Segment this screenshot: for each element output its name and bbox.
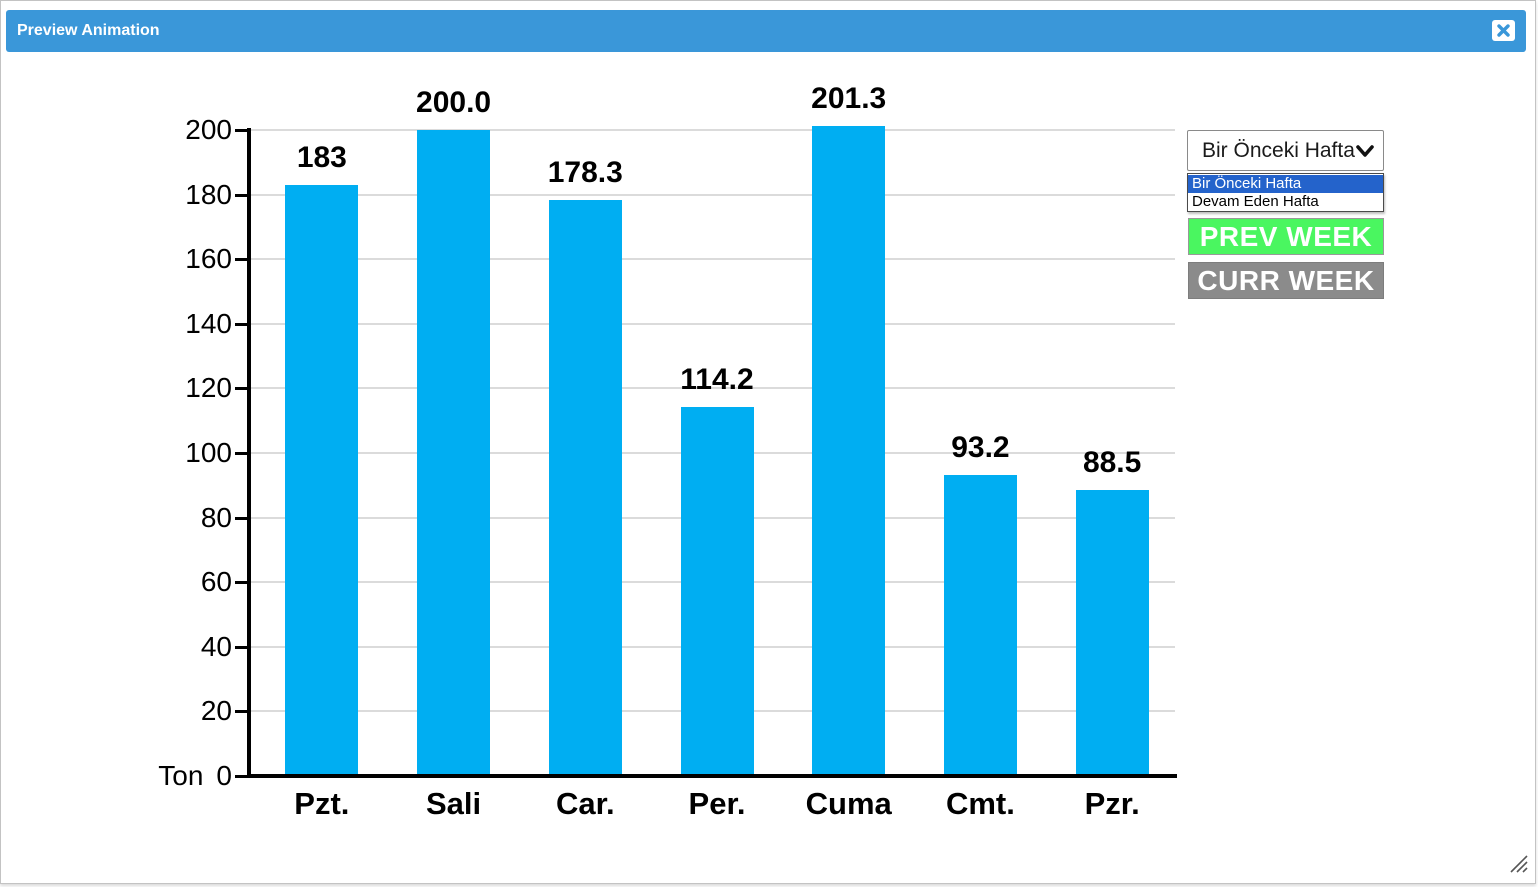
curr-week-button[interactable]: CURR WEEK — [1188, 262, 1384, 299]
resize-grip[interactable] — [1505, 850, 1529, 879]
y-gridline — [251, 322, 1175, 325]
y-gridline — [251, 193, 1175, 196]
week-select-value: Bir Önceki Hafta — [1202, 138, 1355, 162]
y-axis-line — [247, 128, 251, 778]
y-tick-label: 180 — [185, 178, 232, 210]
bar-value-label: 93.2 — [951, 430, 1010, 464]
x-axis-line — [247, 774, 1177, 778]
bar-sali — [417, 130, 491, 776]
y-tick-label: 80 — [200, 501, 232, 533]
week-option[interactable]: Devam Eden Hafta — [1192, 193, 1319, 210]
bar-cuma — [812, 125, 886, 776]
y-tick-label-zero: Ton 0 — [122, 760, 232, 792]
y-tick — [235, 710, 247, 714]
bar-value-label: 200.0 — [416, 86, 492, 119]
y-axis-unit-label: Ton — [158, 760, 204, 791]
dialog-titlebar[interactable]: Preview Animation — [6, 10, 1526, 52]
bar-per — [680, 407, 754, 776]
bar-value-label: 201.3 — [811, 81, 887, 115]
bar-car — [548, 200, 622, 776]
y-tick — [235, 581, 247, 585]
bar-pzt — [285, 184, 359, 776]
prev-week-button[interactable]: PREV WEEK — [1188, 218, 1384, 255]
bar-value-label: 114.2 — [680, 363, 754, 397]
close-button[interactable] — [1492, 20, 1515, 41]
y-tick — [235, 193, 247, 197]
week-select-dropdown: Bir Önceki Hafta Devam Eden Hafta — [1187, 173, 1384, 212]
y-gridline — [251, 258, 1175, 261]
bar-pzr — [1075, 490, 1149, 776]
chevron-down-icon — [1355, 143, 1375, 159]
y-tick — [235, 516, 247, 520]
y-tick — [235, 645, 247, 649]
diagonal-grip-icon — [1510, 855, 1528, 873]
y-tick-label: 100 — [185, 437, 232, 468]
x-tick-label: Pzt. — [294, 786, 350, 821]
y-tick — [235, 387, 247, 391]
y-tick-label: 120 — [185, 372, 232, 404]
dialog-title: Preview Animation — [17, 22, 160, 39]
y-gridline — [251, 129, 1175, 131]
y-tick-zero: 0 — [216, 760, 232, 791]
bar-value-label: 183 — [296, 140, 347, 174]
y-tick-label: 160 — [185, 243, 232, 275]
y-tick — [235, 322, 247, 326]
x-tick-label: Pzr. — [1084, 786, 1140, 821]
x-tick-label: Car. — [555, 786, 615, 821]
week-select[interactable]: Bir Önceki Hafta — [1187, 130, 1384, 171]
x-tick-label: Per. — [688, 786, 746, 821]
y-tick-label: 200 — [185, 114, 232, 145]
y-tick — [235, 258, 247, 262]
x-tick-label: Cuma — [805, 786, 892, 821]
week-option[interactable]: Bir Önceki Hafta — [1188, 175, 1383, 193]
y-tick — [235, 775, 247, 778]
bar-cmt — [943, 474, 1017, 776]
x-tick-label: Sali — [425, 786, 482, 821]
y-tick — [235, 129, 247, 132]
close-icon — [1497, 24, 1510, 37]
y-tick — [235, 452, 247, 455]
y-tick-label: 60 — [200, 566, 232, 598]
bar-value-label: 88.5 — [1082, 446, 1142, 480]
y-tick-label: 20 — [200, 695, 232, 727]
y-tick-label: 140 — [185, 307, 232, 339]
bar-value-label: 178.3 — [547, 156, 623, 190]
y-gridline — [251, 387, 1175, 390]
y-tick-label: 40 — [200, 630, 232, 662]
x-tick-label: Cmt. — [945, 786, 1015, 821]
